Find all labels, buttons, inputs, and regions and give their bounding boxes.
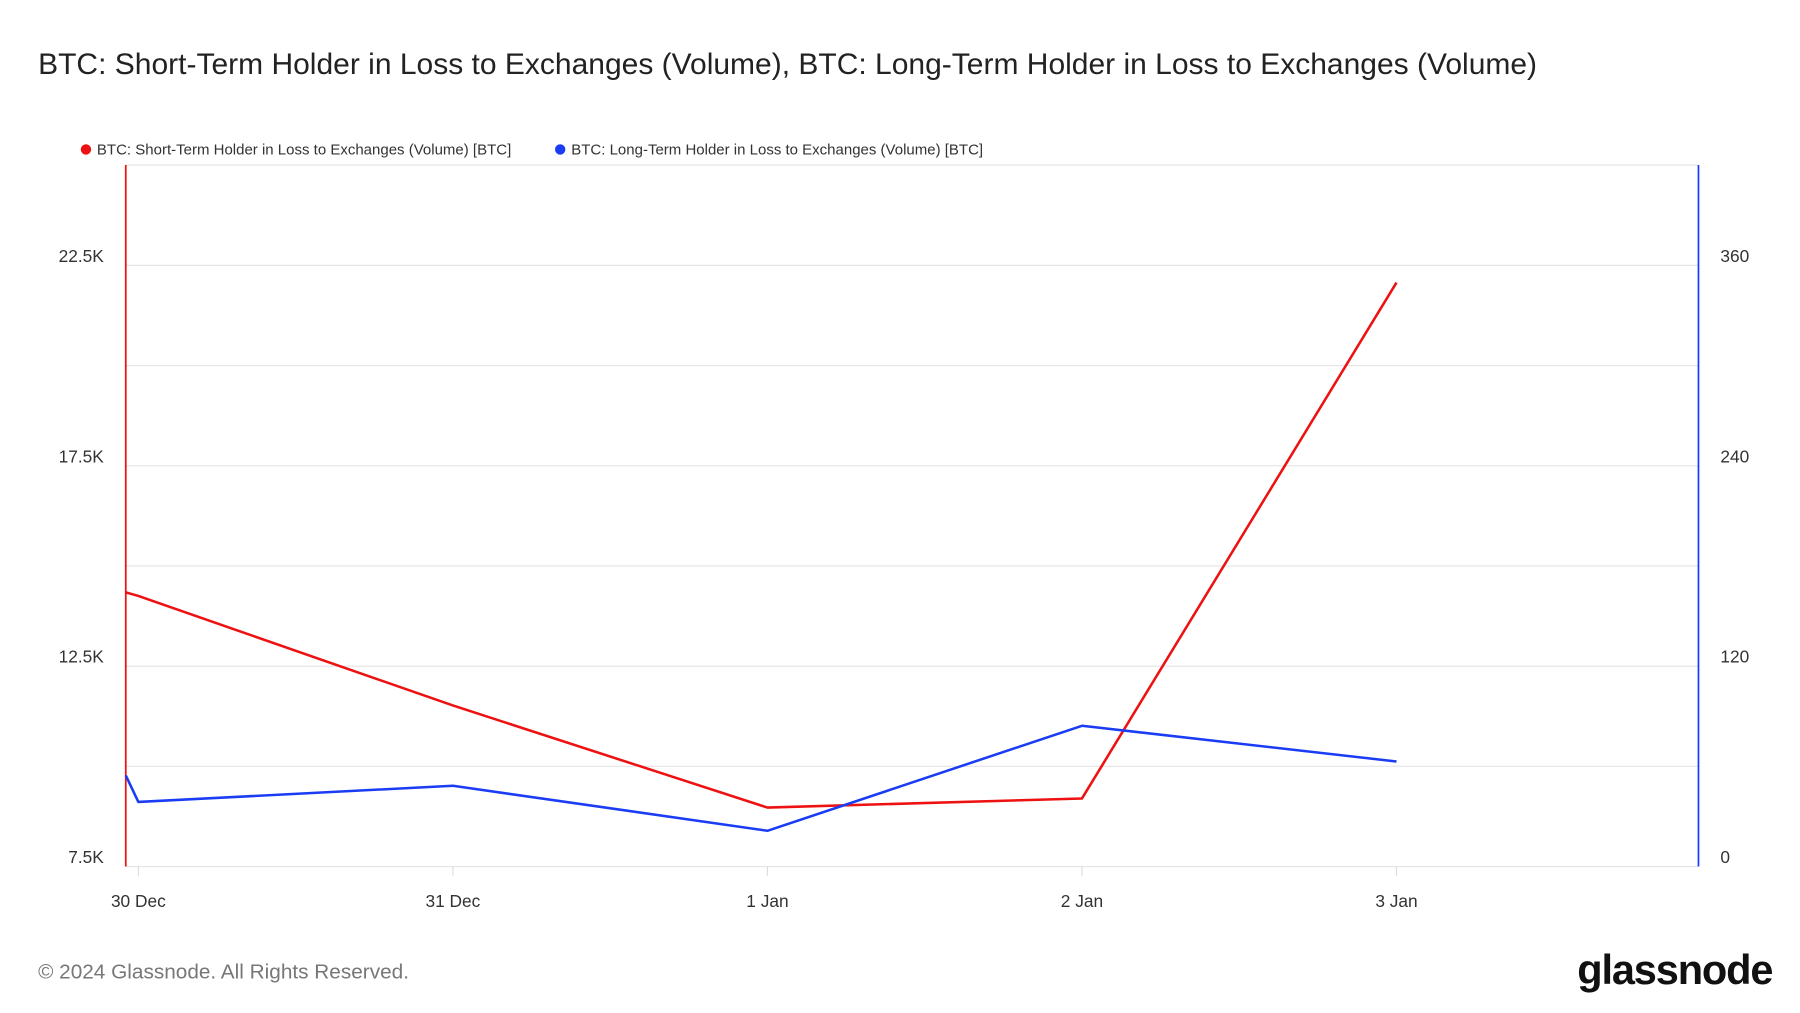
chart-title: BTC: Short-Term Holder in Loss to Exchan… <box>38 46 1538 81</box>
right-y-tick-label: 0 <box>1720 847 1730 867</box>
left-y-tick-label: 12.5K <box>59 647 105 667</box>
legend-item-long-term[interactable]: BTC: Long-Term Holder in Loss to Exchang… <box>555 141 983 158</box>
long-term-series-line <box>124 724 1397 833</box>
x-tick-label: 1 Jan <box>746 891 788 911</box>
x-tick-label: 31 Dec <box>425 891 480 911</box>
x-tick-label: 30 Dec <box>111 891 166 911</box>
legend-label: BTC: Short-Term Holder in Loss to Exchan… <box>96 140 512 159</box>
right-y-tick-label: 120 <box>1720 647 1749 667</box>
legend-dot-blue <box>555 144 566 155</box>
short-term-series-line <box>125 281 1398 809</box>
left-y-tick-label: 17.5K <box>59 446 105 466</box>
legend-dot-red <box>80 144 92 155</box>
left-y-tick-label: 7.5K <box>68 847 104 867</box>
right-y-tick-label: 240 <box>1720 446 1749 466</box>
left-y-tick-label: 22.5K <box>59 246 105 266</box>
legend-label: BTC: Long-Term Holder in Loss to Exchang… <box>571 140 984 159</box>
legend: BTC: Short-Term Holder in Loss to Exchan… <box>80 140 983 159</box>
glassnode-logo: glassnode <box>1577 946 1773 994</box>
right-y-tick-label: 360 <box>1720 246 1749 266</box>
legend-item-short-term[interactable]: BTC: Short-Term Holder in Loss to Exchan… <box>80 140 512 159</box>
x-tick-label: 2 Jan <box>1061 891 1103 911</box>
copyright: © 2024 Glassnode. All Rights Reserved. <box>38 960 409 984</box>
x-tick-label: 3 Jan <box>1375 891 1417 911</box>
